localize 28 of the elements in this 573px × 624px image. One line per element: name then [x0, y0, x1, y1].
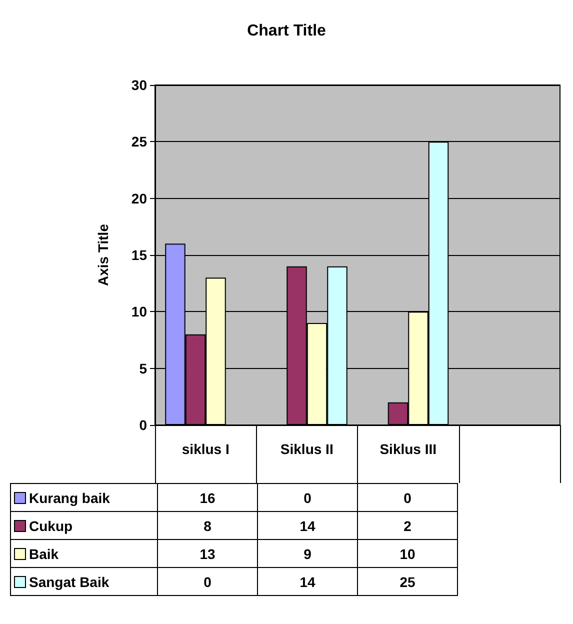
data-label: 14: [258, 512, 358, 540]
y-tick-label: 5: [139, 360, 148, 376]
x-tick-label: Siklus III: [380, 441, 437, 457]
legend-label: Baik: [10, 540, 158, 568]
data-label: 2: [358, 512, 458, 540]
data-label: 8: [158, 512, 258, 540]
chart-title: Chart Title: [247, 22, 326, 40]
y-tick-label: 30: [131, 77, 148, 93]
y-axis-title: Axis Title: [95, 224, 111, 286]
y-tick-label: 0: [139, 417, 148, 433]
legend-label: Sangat Baik: [10, 568, 158, 596]
data-label: 14: [258, 568, 358, 596]
x-tick-label: siklus I: [182, 441, 230, 457]
data-label: 0: [358, 484, 458, 512]
x-tick-label: Siklus II: [280, 441, 334, 457]
data-label: 16: [158, 484, 258, 512]
legend-label: Kurang baik: [10, 484, 158, 512]
data-label: 10: [358, 540, 458, 568]
data-label: 13: [158, 540, 258, 568]
data-label: 0: [158, 568, 258, 596]
data-label: 25: [358, 568, 458, 596]
data-label: 9: [258, 540, 358, 568]
y-tick-label: 10: [131, 304, 148, 320]
y-tick-label: 15: [131, 247, 148, 263]
y-tick-label: 20: [131, 190, 148, 206]
legend-label: Cukup: [10, 512, 158, 540]
data-label: 0: [258, 484, 358, 512]
y-tick-label: 25: [131, 134, 148, 150]
